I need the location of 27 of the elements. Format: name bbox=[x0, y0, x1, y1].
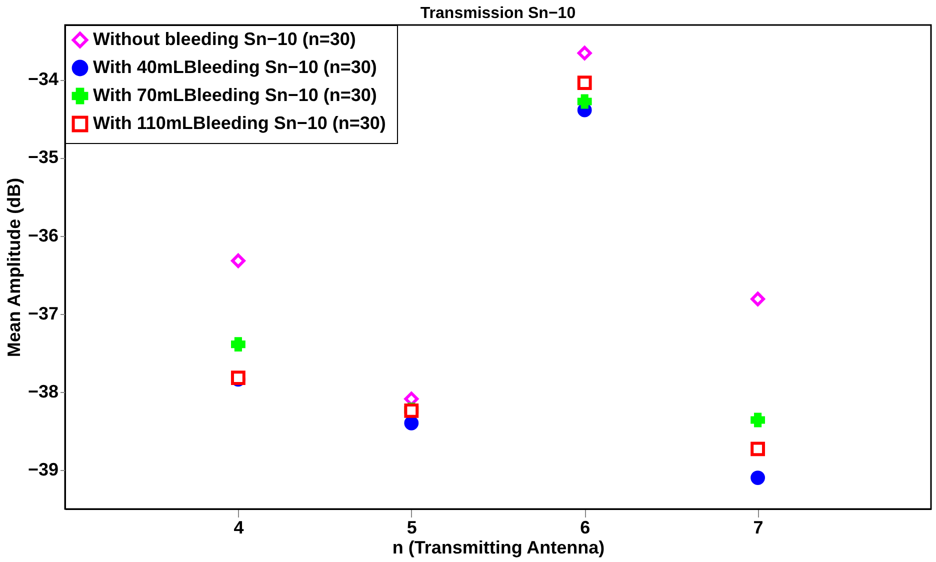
y-axis-title: Mean Amplitude (dB) bbox=[4, 178, 24, 358]
legend-label: With 40mLBleeding Sn−10 (n=30) bbox=[93, 57, 377, 77]
legend-label: Without bleeding Sn−10 (n=30) bbox=[93, 29, 356, 49]
x-tick-label: 4 bbox=[234, 518, 244, 538]
point bbox=[577, 76, 592, 90]
y-tick-label: −34 bbox=[28, 69, 58, 90]
x-axis-title: n (Transmitting Antenna) bbox=[392, 538, 605, 558]
point bbox=[577, 46, 592, 60]
legend-label: With 70mLBleeding Sn−10 (n=30) bbox=[93, 85, 377, 105]
point bbox=[231, 337, 246, 352]
point bbox=[404, 416, 419, 430]
x-tick-label: 6 bbox=[580, 518, 590, 538]
point bbox=[231, 254, 246, 268]
point bbox=[577, 94, 592, 109]
y-tick-label: −35 bbox=[28, 147, 58, 168]
x-tick-label: 5 bbox=[406, 518, 417, 538]
point bbox=[750, 292, 765, 306]
legend-label: With 110mLBleeding Sn−10 (n=30) bbox=[93, 113, 386, 133]
point bbox=[750, 470, 765, 485]
chart-title: Transmission Sn−10 bbox=[420, 5, 576, 22]
y-tick-label: −36 bbox=[28, 225, 58, 246]
y-tick-label: −38 bbox=[28, 381, 58, 402]
y-tick-label: −37 bbox=[28, 303, 58, 324]
point bbox=[750, 412, 765, 428]
point bbox=[750, 442, 765, 456]
x-tick-label: 7 bbox=[753, 518, 764, 538]
y-tick-label: −39 bbox=[28, 459, 58, 480]
